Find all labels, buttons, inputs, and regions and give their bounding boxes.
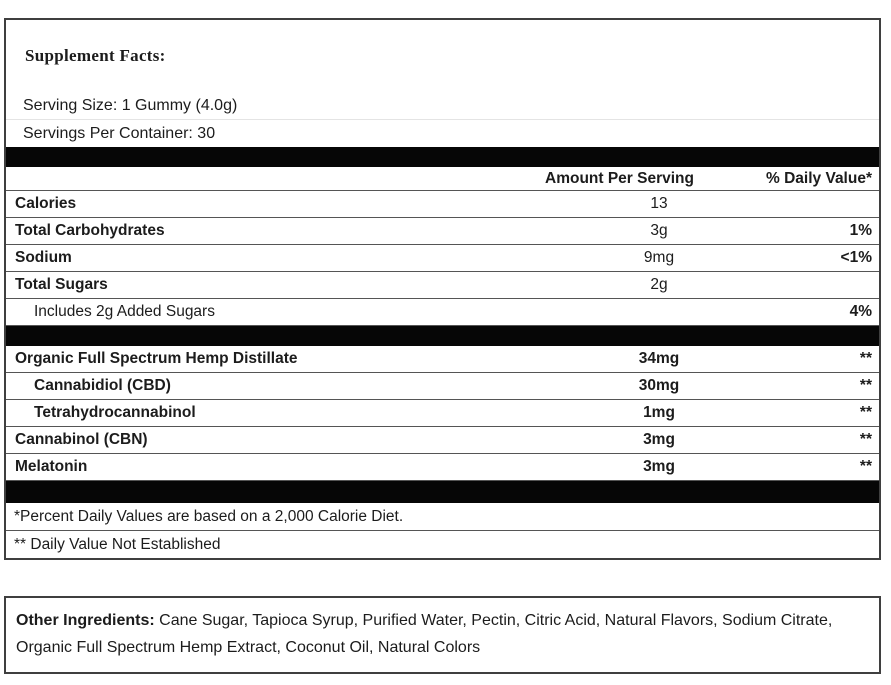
table-row: Tetrahydrocannabinol 1mg ** bbox=[6, 400, 879, 427]
row-daily-value: <1% bbox=[840, 249, 872, 266]
panel-title: Supplement Facts: bbox=[25, 46, 166, 65]
row-amount-value: 2g bbox=[650, 276, 668, 293]
table-row: Calories 13 bbox=[6, 191, 879, 218]
row-label: Calories bbox=[15, 195, 77, 212]
row-amount-value: 3mg bbox=[643, 458, 675, 475]
row-label: Sodium bbox=[15, 249, 72, 266]
table-row: Total Carbohydrates 3g 1% bbox=[6, 218, 879, 245]
row-label: Total Carbohydrates bbox=[15, 222, 165, 239]
row-amount-value: 13 bbox=[650, 195, 668, 212]
row-daily-value: ** bbox=[859, 377, 872, 394]
row-amount-value: 9mg bbox=[643, 249, 675, 266]
row-label: Organic Full Spectrum Hemp Distillate bbox=[15, 350, 298, 367]
table-row: Sodium 9mg <1% bbox=[6, 245, 879, 272]
row-amount-value: 30mg bbox=[638, 377, 680, 394]
row-daily-value: ** bbox=[859, 458, 872, 475]
row-amount-value: 1mg bbox=[643, 404, 675, 421]
nutrient-rows-section: Calories 13 Total Carbohydrates 3g 1% So… bbox=[6, 191, 879, 326]
footnotes-section: *Percent Daily Values are based on a 2,0… bbox=[6, 503, 879, 558]
row-label: Includes 2g Added Sugars bbox=[34, 303, 215, 320]
other-ingredients-label: Other Ingredients: bbox=[16, 612, 155, 629]
footnote-text: *Percent Daily Values are based on a 2,0… bbox=[14, 508, 404, 525]
header-percent-daily-value: % Daily Value* bbox=[766, 169, 872, 187]
supplement-facts-panel: Supplement Facts: Serving Size: 1 Gummy … bbox=[4, 18, 881, 560]
row-daily-value: 1% bbox=[849, 222, 872, 239]
table-row: Total Sugars 2g bbox=[6, 272, 879, 299]
table-row: Cannabinol (CBN) 3mg ** bbox=[6, 427, 879, 454]
row-label: Total Sugars bbox=[15, 276, 108, 293]
serving-info: Serving Size: 1 Gummy (4.0g) Servings Pe… bbox=[6, 92, 879, 147]
row-daily-value: ** bbox=[859, 350, 872, 367]
footnote-row: *Percent Daily Values are based on a 2,0… bbox=[6, 503, 879, 531]
row-daily-value: 4% bbox=[849, 303, 872, 320]
serving-size: Serving Size: 1 Gummy (4.0g) bbox=[6, 92, 879, 120]
row-daily-value: ** bbox=[859, 404, 872, 421]
servings-per-container: Servings Per Container: 30 bbox=[23, 125, 216, 142]
row-label: Cannabidiol (CBD) bbox=[34, 377, 171, 394]
supplement-rows-section: Organic Full Spectrum Hemp Distillate 34… bbox=[6, 346, 879, 481]
table-row: Includes 2g Added Sugars 4% bbox=[6, 299, 879, 326]
footnote-text: ** Daily Value Not Established bbox=[14, 536, 221, 553]
other-ingredients-text: Cane Sugar, Tapioca Syrup, Purified Wate… bbox=[16, 612, 833, 656]
row-label: Cannabinol (CBN) bbox=[15, 431, 148, 448]
row-label: Melatonin bbox=[15, 458, 88, 475]
divider-bar-middle bbox=[6, 326, 879, 346]
row-label: Tetrahydrocannabinol bbox=[34, 404, 196, 421]
row-amount-value: 3mg bbox=[643, 431, 675, 448]
divider-bar-bottom bbox=[6, 481, 879, 503]
header-amount-per-serving: Amount Per Serving bbox=[545, 169, 694, 187]
row-amount-value: 3g bbox=[650, 222, 668, 239]
table-row: Melatonin 3mg ** bbox=[6, 454, 879, 481]
table-row: Organic Full Spectrum Hemp Distillate 34… bbox=[6, 346, 879, 373]
row-daily-value: ** bbox=[859, 431, 872, 448]
table-row: Cannabidiol (CBD) 30mg ** bbox=[6, 373, 879, 400]
footnote-row: ** Daily Value Not Established bbox=[6, 531, 879, 558]
row-amount-value: 34mg bbox=[638, 350, 680, 367]
other-ingredients-panel: Other Ingredients: Cane Sugar, Tapioca S… bbox=[4, 596, 881, 674]
table-header-row: Amount Per Serving % Daily Value* bbox=[6, 167, 879, 191]
divider-bar-top bbox=[6, 147, 879, 167]
